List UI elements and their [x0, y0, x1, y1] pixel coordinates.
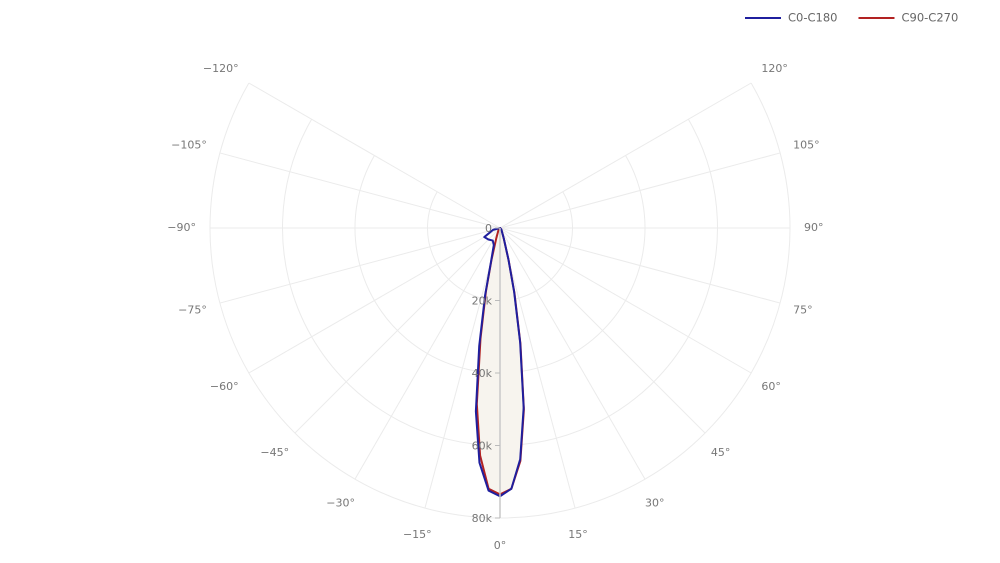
- angle-label: 30°: [645, 496, 665, 509]
- angle-label: 120°: [761, 62, 788, 75]
- angle-label: −105°: [171, 139, 207, 152]
- grid-spoke: [499, 227, 646, 480]
- radial-tick-label: 80k: [472, 512, 493, 525]
- angle-label: −60°: [210, 380, 239, 393]
- grid-spoke: [424, 227, 501, 509]
- grid-spoke: [499, 227, 576, 509]
- angle-label: −15°: [403, 528, 432, 541]
- grid-spoke: [248, 227, 501, 374]
- grid-spoke: [499, 227, 706, 434]
- grid-spoke: [499, 227, 781, 304]
- angle-label: 60°: [761, 380, 781, 393]
- angle-label: 45°: [711, 446, 731, 459]
- grid-spoke: [219, 227, 501, 304]
- grid-spoke: [354, 227, 501, 480]
- grid-spoke: [294, 227, 501, 434]
- angle-label: −75°: [178, 303, 207, 316]
- angle-label: −30°: [326, 496, 355, 509]
- radial-tick-label: 40k: [472, 367, 493, 380]
- angle-label: −120°: [203, 62, 239, 75]
- grid: −120° −105° −90° −75° −60° −45° −30° −15° 0° 15° 3…: [167, 62, 823, 552]
- grid-spoke: [499, 152, 781, 229]
- grid-spoke: [499, 82, 752, 229]
- grid-spoke: [499, 227, 752, 374]
- grid-spoke: [219, 152, 501, 229]
- radial-tick-label: 0: [485, 222, 492, 235]
- angle-label: −90°: [167, 221, 196, 234]
- grid-spoke: [248, 82, 501, 229]
- angle-label: 75°: [793, 303, 813, 316]
- radial-axis: 0 20k 40k 60k 80k: [472, 222, 501, 525]
- legend-label[interactable]: C0-C180: [788, 11, 837, 25]
- legend[interactable]: C0-C180 C90-C270: [745, 11, 958, 25]
- legend-label[interactable]: C90-C270: [901, 11, 958, 25]
- series-line: [474, 227, 525, 498]
- angle-label: 90°: [804, 221, 824, 234]
- radial-tick-label: 20k: [472, 295, 493, 308]
- angle-label: 105°: [793, 139, 820, 152]
- angle-label: 15°: [568, 528, 588, 541]
- angle-label: 0°: [494, 539, 507, 552]
- angle-label: −45°: [260, 446, 289, 459]
- radial-tick-label: 60k: [472, 440, 493, 453]
